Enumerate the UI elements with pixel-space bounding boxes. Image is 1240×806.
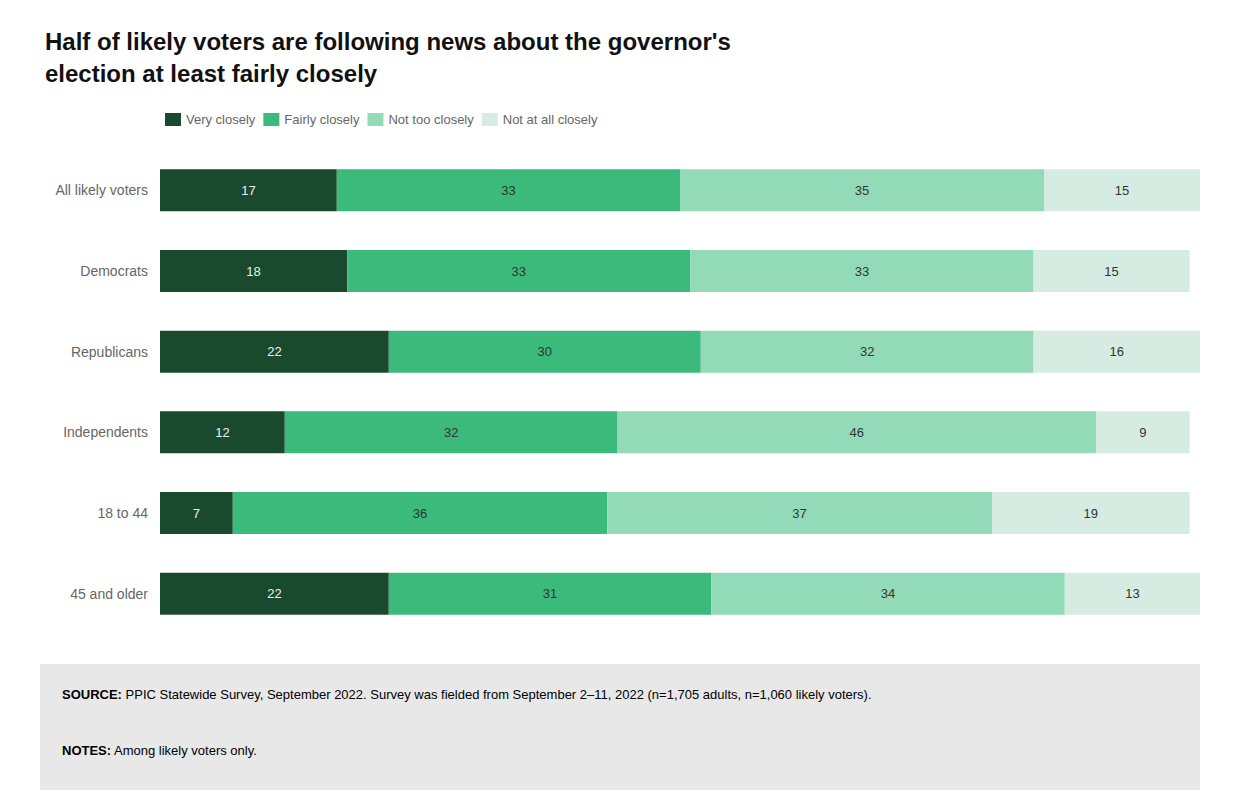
svg-text:Democrats: Democrats: [80, 263, 148, 279]
svg-text:33: 33: [512, 264, 526, 279]
svg-text:32: 32: [860, 344, 874, 359]
svg-text:Not too closely: Not too closely: [388, 112, 474, 127]
svg-text:15: 15: [1115, 183, 1129, 198]
svg-text:45 and older: 45 and older: [70, 586, 148, 602]
svg-text:17: 17: [241, 183, 255, 198]
svg-text:12: 12: [215, 425, 229, 440]
svg-text:37: 37: [792, 506, 806, 521]
svg-text:SOURCE:: SOURCE:: [62, 687, 122, 702]
svg-text:33: 33: [501, 183, 515, 198]
svg-text:22: 22: [267, 586, 281, 601]
svg-text:13: 13: [1125, 586, 1139, 601]
svg-text:NOTES:: NOTES:: [62, 743, 111, 758]
svg-text:Very closely: Very closely: [186, 112, 256, 127]
svg-text:7: 7: [193, 506, 200, 521]
svg-text:46: 46: [850, 425, 864, 440]
svg-text:18 to 44: 18 to 44: [97, 505, 148, 521]
svg-text:Republicans: Republicans: [71, 344, 148, 360]
svg-text:9: 9: [1139, 425, 1146, 440]
svg-text:36: 36: [413, 506, 427, 521]
svg-text:Independents: Independents: [63, 424, 148, 440]
svg-text:PPIC Statewide Survey, Septemb: PPIC Statewide Survey, September 2022. S…: [122, 687, 872, 702]
svg-text:31: 31: [543, 586, 557, 601]
svg-text:18: 18: [246, 264, 260, 279]
svg-text:32: 32: [444, 425, 458, 440]
svg-text:35: 35: [855, 183, 869, 198]
svg-text:Fairly closely: Fairly closely: [284, 112, 360, 127]
svg-text:15: 15: [1104, 264, 1118, 279]
svg-text:Not at all closely: Not at all closely: [503, 112, 598, 127]
svg-text:Half of likely voters are foll: Half of likely voters are following news…: [45, 28, 731, 55]
svg-text:33: 33: [855, 264, 869, 279]
svg-text:Among likely voters only.: Among likely voters only.: [111, 743, 257, 758]
svg-text:election at least fairly close: election at least fairly closely: [45, 60, 378, 87]
svg-text:34: 34: [881, 586, 895, 601]
svg-text:19: 19: [1084, 506, 1098, 521]
svg-text:30: 30: [538, 344, 552, 359]
svg-text:All likely voters: All likely voters: [55, 182, 148, 198]
svg-text:16: 16: [1110, 344, 1124, 359]
svg-text:22: 22: [267, 344, 281, 359]
